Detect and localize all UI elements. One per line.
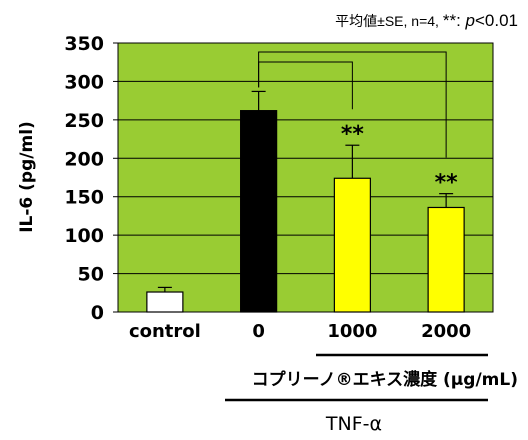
bar xyxy=(146,291,184,313)
y-tick-label: 150 xyxy=(64,187,104,209)
significance-brackets: ** ** xyxy=(258,51,459,196)
y-tick-label: 350 xyxy=(64,33,104,55)
y-tick-label: 250 xyxy=(64,110,104,132)
significance-label: ** xyxy=(435,171,459,196)
x-tick-label: 1000 xyxy=(327,321,377,342)
concentration-label: コプリーノ®エキス濃度 (μg/mL) xyxy=(252,369,518,390)
bar xyxy=(333,177,371,313)
stats-note: 平均値±SE, n=4, **: p<0.01 xyxy=(335,11,518,30)
significance-label: ** xyxy=(341,122,365,147)
bars xyxy=(146,90,465,313)
bar xyxy=(240,110,278,313)
y-axis-ticks: 0 50 100 150 200 250 300 350 xyxy=(64,33,118,324)
x-axis-ticks: control 0 1000 2000 xyxy=(129,321,471,342)
y-tick-label: 0 xyxy=(91,302,104,324)
treatment-label: TNF-α xyxy=(325,413,382,435)
y-tick-label: 50 xyxy=(78,264,104,286)
y-tick-label: 300 xyxy=(64,71,104,93)
significance-bracket xyxy=(258,51,447,158)
y-tick-label: 100 xyxy=(64,225,104,247)
y-tick-label: 200 xyxy=(64,148,104,170)
y-axis-label: IL-6 (pg/ml) xyxy=(17,121,37,233)
bar xyxy=(427,206,465,313)
x-tick-label: 0 xyxy=(252,321,265,342)
x-tick-label: 2000 xyxy=(421,321,471,342)
x-tick-label: control xyxy=(129,321,201,342)
